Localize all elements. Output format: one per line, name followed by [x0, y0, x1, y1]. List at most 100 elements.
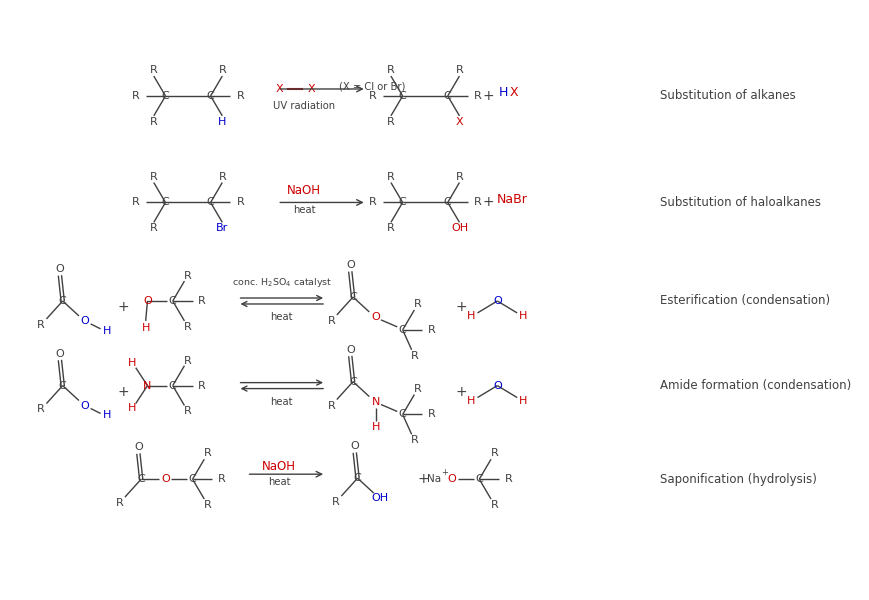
Text: R: R: [387, 223, 395, 233]
Text: R: R: [198, 380, 205, 391]
Text: R: R: [198, 296, 205, 306]
Text: heat: heat: [268, 477, 290, 487]
Text: R: R: [203, 500, 211, 510]
Text: R: R: [368, 197, 376, 208]
Text: C: C: [59, 380, 67, 391]
Text: C: C: [169, 296, 176, 306]
Text: R: R: [327, 316, 335, 326]
Text: Amide formation (condensation): Amide formation (condensation): [659, 379, 850, 392]
Text: O: O: [448, 474, 456, 484]
Text: O: O: [143, 296, 152, 306]
Text: C: C: [207, 197, 215, 208]
Text: R: R: [414, 299, 421, 309]
Text: H: H: [498, 86, 507, 100]
Text: R: R: [428, 409, 435, 419]
Text: +: +: [482, 196, 494, 209]
Text: C: C: [348, 377, 356, 386]
Text: R: R: [184, 356, 192, 366]
Text: R: R: [131, 197, 139, 208]
Text: heat: heat: [270, 312, 293, 322]
Text: R: R: [327, 401, 335, 410]
Text: R: R: [236, 91, 244, 101]
Text: C: C: [443, 91, 451, 101]
Text: R: R: [455, 65, 463, 75]
Text: R: R: [410, 436, 418, 445]
Text: R: R: [504, 474, 512, 484]
Text: H: H: [128, 403, 136, 413]
Text: R: R: [490, 448, 498, 458]
Text: O: O: [346, 260, 355, 270]
Text: R: R: [474, 91, 481, 101]
Text: R: R: [474, 197, 481, 208]
Text: O: O: [56, 264, 64, 274]
Text: R: R: [236, 197, 244, 208]
Text: R: R: [387, 172, 395, 182]
Text: R: R: [414, 383, 421, 394]
Text: X: X: [455, 117, 462, 127]
Text: (X = Cl or Br): (X = Cl or Br): [338, 82, 405, 92]
Text: R: R: [217, 474, 225, 484]
Text: Na: Na: [427, 474, 441, 484]
Text: C: C: [59, 296, 67, 306]
Text: R: R: [455, 172, 463, 182]
Text: R: R: [37, 404, 45, 415]
Text: N: N: [371, 397, 380, 407]
Text: R: R: [203, 448, 211, 458]
Text: R: R: [149, 223, 157, 233]
Text: Substitution of alkanes: Substitution of alkanes: [659, 89, 794, 103]
Text: R: R: [387, 65, 395, 75]
Text: NaOH: NaOH: [262, 460, 295, 473]
Text: H: H: [218, 117, 226, 127]
Text: R: R: [410, 351, 418, 361]
Text: +: +: [441, 467, 448, 476]
Text: R: R: [428, 325, 435, 335]
Text: +: +: [454, 385, 467, 398]
Text: NaOH: NaOH: [287, 184, 321, 197]
Text: C: C: [474, 474, 482, 484]
Text: C: C: [137, 474, 145, 484]
Text: O: O: [161, 474, 169, 484]
Text: R: R: [149, 117, 157, 127]
Text: +: +: [117, 300, 129, 314]
Text: C: C: [398, 91, 406, 101]
Text: heat: heat: [293, 205, 315, 215]
Text: O: O: [81, 316, 90, 326]
Text: OH: OH: [450, 223, 468, 233]
Text: +: +: [454, 300, 467, 314]
Text: C: C: [398, 409, 406, 419]
Text: +: +: [482, 89, 494, 103]
Text: R: R: [37, 320, 45, 330]
Text: R: R: [116, 498, 123, 508]
Text: O: O: [346, 345, 355, 355]
Text: OH: OH: [371, 493, 388, 503]
Text: C: C: [169, 380, 176, 391]
Text: Br: Br: [216, 223, 229, 233]
Text: H: H: [371, 422, 380, 433]
Text: R: R: [218, 65, 226, 75]
Text: O: O: [134, 442, 143, 452]
Text: R: R: [218, 172, 226, 182]
Text: R: R: [149, 65, 157, 75]
Text: C: C: [162, 197, 169, 208]
Text: C: C: [398, 325, 406, 335]
Text: R: R: [184, 271, 192, 281]
Text: +: +: [117, 385, 129, 398]
Text: N: N: [143, 380, 151, 391]
Text: conc. H$_2$SO$_4$ catalyst: conc. H$_2$SO$_4$ catalyst: [231, 275, 332, 289]
Text: O: O: [81, 401, 90, 410]
Text: H: H: [128, 358, 136, 368]
Text: R: R: [490, 500, 498, 510]
Text: NaBr: NaBr: [495, 193, 527, 206]
Text: R: R: [368, 91, 376, 101]
Text: Saponification (hydrolysis): Saponification (hydrolysis): [659, 473, 816, 485]
Text: C: C: [162, 91, 169, 101]
Text: R: R: [387, 117, 395, 127]
Text: C: C: [398, 197, 406, 208]
Text: H: H: [103, 410, 111, 421]
Text: H: H: [467, 395, 474, 406]
Text: H: H: [103, 326, 111, 336]
Text: H: H: [519, 395, 527, 406]
Text: H: H: [467, 311, 474, 321]
Text: R: R: [149, 172, 157, 182]
Text: O: O: [371, 312, 380, 322]
